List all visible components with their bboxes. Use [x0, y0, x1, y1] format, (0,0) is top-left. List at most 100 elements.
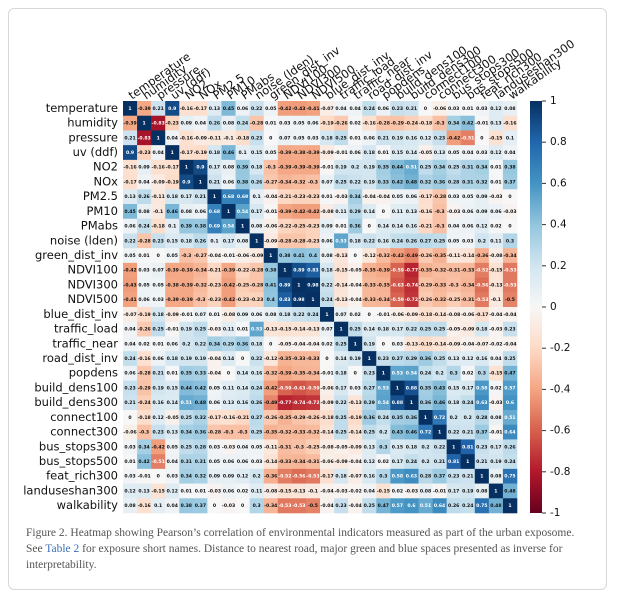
cell-label: -0.19 — [349, 415, 362, 421]
heatmap-cell — [488, 498, 504, 514]
cell-label: 0.26 — [138, 194, 149, 200]
table-link[interactable]: Table 2 — [45, 543, 80, 555]
cell-label: -0.04 — [292, 341, 305, 347]
cell-label: 0.36 — [364, 415, 375, 421]
heatmap-cell — [193, 410, 208, 426]
cell-label: -0.08 — [222, 312, 235, 318]
heatmap-cell — [277, 248, 293, 264]
heatmap-cell — [137, 145, 152, 161]
cell-label: 0.25 — [181, 415, 192, 421]
y-tick-label: build_dens300 — [34, 395, 118, 409]
cell-label: -0.08 — [489, 253, 502, 259]
cell-label: 0.81 — [462, 444, 473, 450]
cell-label: -0.32 — [433, 297, 446, 303]
heatmap-cell — [179, 468, 194, 484]
cell-label: 0.08 — [490, 474, 501, 480]
heatmap-cell — [474, 204, 490, 220]
cell-label: -0.04 — [320, 488, 333, 494]
heatmap-cell — [249, 145, 265, 161]
heatmap-cell — [235, 262, 250, 278]
cell-label: 0.35 — [378, 165, 389, 171]
heatmap-cell — [263, 248, 279, 264]
cell-label: 0.22 — [124, 238, 135, 244]
cell-label: 0.02 — [392, 488, 403, 494]
heatmap-cell — [221, 307, 236, 323]
cell-label: -0.34 — [377, 297, 390, 303]
heatmap-cell — [334, 115, 349, 131]
cell-label: -0.08 — [264, 488, 277, 494]
cell-label: -0.39 — [180, 297, 193, 303]
heatmap-cell — [446, 248, 462, 264]
cell-label: 0.45 — [124, 209, 135, 215]
heatmap-cell — [235, 395, 250, 411]
heatmap-cell — [418, 115, 433, 131]
heatmap-cell — [165, 365, 180, 381]
cell-label: -0.01 — [180, 312, 193, 318]
cell-label: 0.04 — [350, 106, 361, 112]
heatmap-cell — [151, 262, 166, 278]
cell-label: 0.03 — [307, 135, 318, 141]
cell-label: -0.17 — [320, 474, 333, 480]
heatmap-cell — [320, 454, 335, 470]
cell-label: 1 — [466, 459, 469, 465]
cell-label: 0.15 — [448, 385, 459, 391]
heatmap-cell — [334, 307, 349, 323]
cell-label: 0.25 — [335, 179, 346, 185]
cell-label: 1 — [480, 474, 483, 480]
heatmap-cell — [165, 262, 180, 278]
heatmap-cell — [376, 365, 391, 381]
heatmap-cell — [263, 218, 279, 234]
heatmap-cell — [376, 174, 391, 190]
heatmap-cell — [249, 115, 265, 131]
heatmap-cell — [502, 321, 518, 337]
cell-label: 0.4 — [309, 253, 317, 259]
cell-label: 0.36 — [434, 179, 445, 185]
cell-label: -0.21 — [208, 268, 221, 274]
heatmap-cell — [460, 439, 476, 455]
heatmap-cell — [207, 468, 222, 484]
heatmap-cell — [207, 204, 222, 220]
heatmap-cell — [348, 159, 363, 175]
heatmap-cell — [151, 336, 166, 352]
cell-label: -0.09 — [194, 135, 207, 141]
cell-label: 0.01 — [167, 371, 178, 377]
cell-label: -0.16 — [222, 415, 235, 421]
cell-label: 0.24 — [321, 297, 332, 303]
cell-label: 0.31 — [195, 459, 206, 465]
cell-label: -0.77 — [278, 400, 291, 406]
heatmap-cell — [165, 483, 180, 499]
heatmap-cell — [207, 189, 222, 205]
heatmap-cell — [334, 351, 349, 367]
cell-label: 0.25 — [364, 503, 375, 509]
y-tick-label: PM10 — [87, 204, 119, 218]
heatmap-cell — [207, 321, 222, 337]
cell-label: 0.11 — [251, 488, 262, 494]
cell-label: 0.14 — [223, 356, 234, 362]
heatmap-cell — [376, 233, 391, 249]
cell-label: 0.06 — [490, 209, 501, 215]
cell-label: 0.01 — [237, 327, 248, 333]
heatmap-cell — [320, 380, 335, 396]
cell-label: -0.17 — [166, 165, 179, 171]
heatmap-cell — [474, 218, 490, 234]
cell-label: 0.16 — [476, 356, 487, 362]
cell-label: 0.16 — [378, 238, 389, 244]
heatmap-cell — [320, 498, 335, 514]
cell-label: 0.37 — [195, 503, 206, 509]
cell-label: -0.06 — [264, 224, 277, 230]
heatmap-cell — [446, 218, 462, 234]
heatmap-cell — [305, 410, 321, 426]
heatmap-cell — [137, 410, 152, 426]
heatmap-cell — [221, 218, 236, 234]
colorbar-tick-label: -0.4 — [550, 383, 571, 395]
cell-label: 0.24 — [462, 400, 473, 406]
cell-label: -0.38 — [292, 150, 305, 156]
cell-label: 0.14 — [364, 327, 375, 333]
cell-label: 0.02 — [138, 341, 149, 347]
heatmap-cell — [362, 115, 377, 131]
cell-label: 0.89 — [293, 268, 304, 274]
heatmap-cell — [151, 410, 166, 426]
cell-label: 0.29 — [364, 400, 375, 406]
cell-label: -0.04 — [320, 503, 333, 509]
heatmap-cell — [362, 321, 377, 337]
